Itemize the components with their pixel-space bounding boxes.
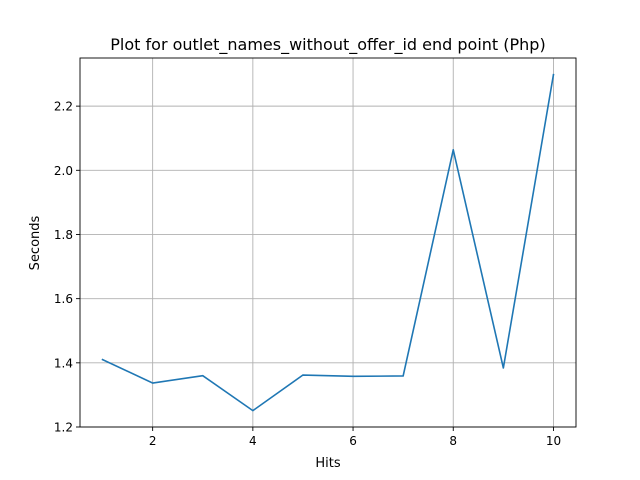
data-point bbox=[252, 410, 254, 412]
y-axis: 1.2 1.4 1.6 1.8 2.0 2.2 bbox=[54, 100, 80, 435]
y-tick-label: 2.2 bbox=[54, 100, 73, 114]
x-tick-label: 8 bbox=[449, 434, 457, 448]
y-tick-label: 1.2 bbox=[54, 421, 73, 435]
data-point bbox=[502, 367, 504, 369]
plot-area bbox=[101, 73, 555, 412]
y-tick-label: 1.6 bbox=[54, 292, 73, 306]
data-point bbox=[152, 382, 154, 384]
data-point bbox=[402, 375, 404, 377]
data-point bbox=[202, 375, 204, 377]
data-point bbox=[302, 374, 304, 376]
chart-title: Plot for outlet_names_without_offer_id e… bbox=[110, 35, 545, 55]
series-line-1 bbox=[101, 73, 555, 412]
x-tick-label: 4 bbox=[249, 434, 257, 448]
y-tick-label: 1.8 bbox=[54, 228, 73, 242]
x-tick-label: 2 bbox=[149, 434, 157, 448]
x-axis-label: Hits bbox=[315, 456, 340, 471]
x-tick-label: 10 bbox=[546, 434, 561, 448]
y-tick-label: 2.0 bbox=[54, 164, 73, 178]
y-tick-label: 1.4 bbox=[54, 356, 73, 370]
y-axis-label: Seconds bbox=[28, 215, 43, 270]
axes-frame bbox=[79, 57, 577, 428]
x-tick-label: 6 bbox=[349, 434, 357, 448]
data-point bbox=[552, 74, 555, 76]
data-point bbox=[101, 359, 104, 361]
data-point bbox=[452, 149, 454, 151]
x-axis: 2 4 6 8 10 bbox=[149, 427, 561, 448]
data-point bbox=[352, 375, 354, 377]
grid bbox=[80, 58, 576, 428]
